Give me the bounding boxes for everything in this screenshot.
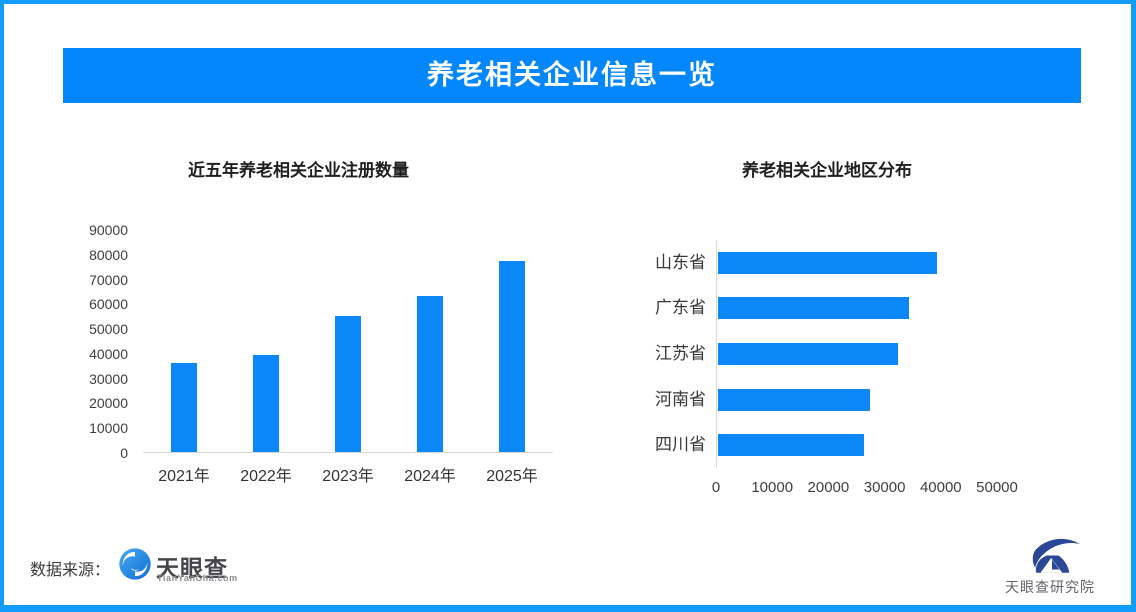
- bar-2023年: [335, 315, 361, 452]
- region-label: 江苏省: [655, 344, 706, 363]
- main-title-banner: 养老相关企业信息一览: [63, 48, 1081, 103]
- frame-border-bottom: [0, 605, 1136, 612]
- frame-border-left: [0, 0, 4, 612]
- y-tick-label: 0: [120, 445, 128, 461]
- registrations-chart-y-axis: 90000 80000 70000 60000 50000 40000 30000 20000…: [54, 222, 128, 461]
- bar-江苏省: [718, 343, 898, 365]
- institute-logo-text: 天眼查研究院: [1005, 579, 1095, 595]
- tianyancha-domain-text: TianYanCha.com: [157, 573, 238, 583]
- regions-chart-title: 养老相关企业地区分布: [742, 161, 912, 180]
- x-tick-label: 50000: [976, 479, 1018, 496]
- x-category-label: 2021年: [158, 468, 210, 485]
- registrations-chart-x-axis: 2021年 2022年 2023年 2024年 2025年: [143, 467, 553, 489]
- bar-广东省: [718, 297, 910, 320]
- region-label: 山东省: [655, 252, 706, 272]
- y-tick-label: 70000: [89, 271, 128, 288]
- y-tick-label: 80000: [89, 246, 128, 263]
- bar-2022年: [253, 355, 279, 452]
- region-label: 四川省: [655, 435, 706, 455]
- region-label: 河南省: [655, 389, 706, 409]
- bar-2021年: [171, 362, 197, 452]
- y-tick-label: 10000: [89, 420, 128, 437]
- regions-chart-x-axis: 0 10000 20000 30000 40000 50000: [712, 479, 1018, 499]
- frame-border-right: [1131, 0, 1136, 612]
- region-label: 广东省: [655, 298, 706, 318]
- bar-山东省: [718, 251, 938, 274]
- x-tick-label: 10000: [751, 479, 794, 496]
- x-category-label: 2022年: [240, 468, 292, 485]
- registrations-chart-plot: [143, 230, 553, 453]
- bar-河南省: [718, 388, 870, 411]
- bar-2025年: [499, 261, 525, 452]
- y-tick-label: 40000: [89, 345, 128, 362]
- frame-border-top: [0, 0, 1136, 4]
- y-tick-label: 20000: [89, 395, 128, 412]
- x-category-label: 2024年: [404, 468, 456, 485]
- x-category-label: 2023年: [322, 468, 374, 485]
- registrations-chart-title: 近五年养老相关企业注册数量: [188, 161, 409, 180]
- institute-mountain-swoosh-icon: [1032, 538, 1080, 573]
- regions-chart-plot: [716, 240, 1016, 468]
- x-tick-label: 0: [711, 479, 721, 496]
- bar-2024年: [417, 295, 443, 452]
- regions-chart-category-labels: 山东省广东省江苏省河南省四川省: [616, 240, 706, 468]
- tianyancha-eye-icon: [119, 548, 151, 580]
- x-tick-label: 40000: [919, 479, 962, 496]
- tianyancha-logo: 天眼查 TianYanCha.com: [119, 547, 249, 587]
- x-tick-label: 30000: [863, 479, 906, 496]
- bar-四川省: [718, 434, 865, 457]
- y-tick-label: 60000: [89, 296, 128, 313]
- tianyancha-institute-logo: 天眼查研究院: [995, 535, 1105, 595]
- x-category-label: 2025年: [486, 468, 538, 485]
- data-source-label: 数据来源：: [30, 562, 111, 579]
- x-tick-label: 20000: [807, 479, 850, 496]
- y-tick-label: 30000: [89, 370, 128, 387]
- y-tick-label: 50000: [89, 321, 128, 338]
- y-tick-label: 90000: [89, 222, 128, 238]
- tianyancha-logo-text: 天眼查: [156, 555, 228, 581]
